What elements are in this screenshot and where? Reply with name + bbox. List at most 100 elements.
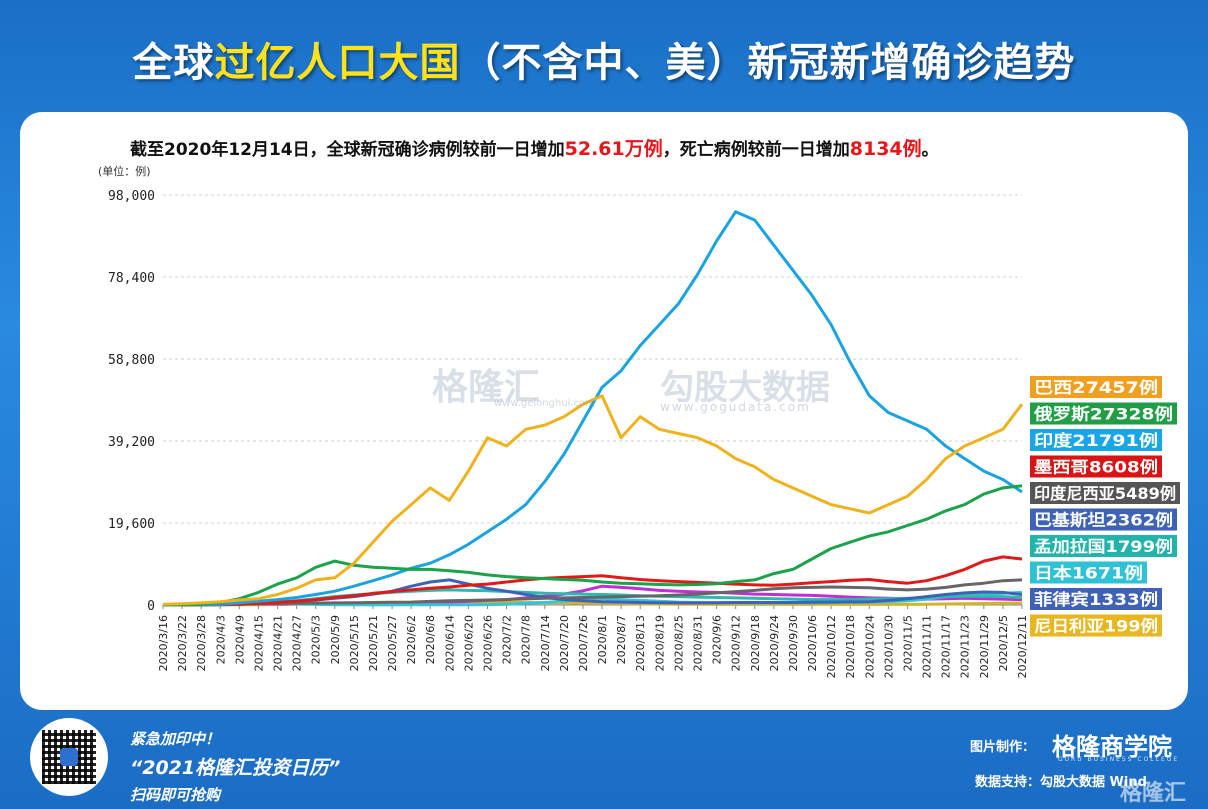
x-tick-label: 2020/11/17	[940, 615, 953, 678]
legend-bg-nigeria	[1030, 614, 1162, 637]
legend-label-brazil: 巴西27457例	[1034, 378, 1158, 397]
legend-label-japan: 日本1671例	[1034, 564, 1143, 583]
qr-logo-icon	[60, 748, 78, 766]
legend-bg-japan	[1030, 561, 1147, 584]
legend-bg-india	[1030, 429, 1162, 451]
title-highlight: 过亿人口大国	[214, 40, 461, 86]
x-tick-label: 2020/5/15	[348, 615, 361, 671]
watermark-gelonghui-url: www.gelonghui.com	[494, 398, 595, 409]
x-tick-label: 2020/10/6	[806, 615, 819, 671]
legend-label-india: 印度21791例	[1034, 431, 1158, 450]
x-tick-label: 2020/8/25	[672, 615, 685, 671]
y-tick-label: 0	[147, 599, 155, 614]
legend-label-bangladesh: 孟加拉国1799例	[1034, 537, 1173, 556]
x-tick-label: 2020/3/22	[176, 615, 189, 671]
series-line-brazil	[162, 394, 1024, 606]
y-tick-label: 78,400	[108, 271, 155, 286]
gelonghui-logo: 格隆汇	[1120, 781, 1187, 806]
summary-suffix: 。	[921, 140, 939, 160]
legend-bg-philippines	[1030, 588, 1162, 610]
x-tick-label: 2020/7/20	[558, 615, 571, 671]
x-tick-label: 2020/4/21	[272, 615, 285, 671]
summary-cases: 52.61万例	[564, 138, 663, 160]
y-tick-label: 58,800	[108, 353, 155, 368]
x-tick-label: 2020/5/9	[329, 615, 342, 664]
x-tick-label: 2020/6/14	[443, 615, 456, 671]
brand-logo: 格隆商学院	[1052, 733, 1172, 761]
legend-label-nigeria: 尼日利亚199例	[1034, 617, 1158, 636]
title-part1: 全球	[132, 40, 215, 86]
series-line-indonesia	[162, 578, 1023, 607]
qr-code[interactable]	[30, 718, 108, 796]
x-tick-label: 2020/9/6	[711, 615, 724, 664]
x-tick-label: 2020/11/5	[901, 615, 914, 671]
x-tick-label: 2020/5/3	[310, 615, 323, 664]
x-tick-label: 2020/9/18	[749, 615, 762, 671]
x-tick-label: 2020/3/28	[195, 615, 208, 671]
watermark-gelonghui: 格隆汇	[432, 367, 541, 408]
x-tick-label: 2020/5/21	[367, 615, 380, 671]
promo-line3: 扫码即可抢购	[130, 786, 221, 804]
legend-label-indonesia: 印度尼西亚5489例	[1034, 484, 1176, 503]
brand-subtitle: GURU BUSINESS COLLEGE	[1058, 756, 1180, 763]
made-by-label: 图片制作：	[970, 740, 1036, 755]
x-tick-label: 2020/4/15	[252, 615, 265, 671]
x-tick-label: 2020/10/24	[863, 615, 876, 678]
x-tick-label: 2020/10/12	[825, 615, 838, 678]
x-tick-label: 2020/7/2	[501, 615, 514, 664]
x-tick-label: 2020/10/30	[882, 615, 895, 678]
x-tick-label: 2020/8/13	[634, 615, 647, 671]
x-tick-label: 2020/7/8	[520, 615, 533, 664]
title-part2: （不含中、美）新冠新增确诊趋势	[460, 40, 1076, 86]
chart-panel	[20, 112, 1188, 710]
promo-text: 紧急加印中！ “2021格隆汇投资日历” 扫码即可抢购	[130, 728, 340, 805]
series-line-india	[162, 210, 1023, 607]
x-tick-label: 2020/9/12	[730, 615, 743, 671]
x-tick-label: 2020/5/27	[386, 615, 399, 671]
x-tick-label: 2020/6/8	[424, 615, 437, 664]
legend-bg-brazil	[1030, 376, 1162, 398]
page-title: 全球过亿人口大国（不含中、美）新冠新增确诊趋势	[0, 30, 1208, 88]
x-tick-label: 2020/8/31	[691, 615, 704, 671]
promo-line1: 紧急加印中！	[130, 730, 221, 748]
x-tick-label: 2020/11/11	[921, 615, 934, 678]
legend-bg-bangladesh	[1030, 535, 1177, 557]
legend-label-philippines: 菲律宾1333例	[1034, 590, 1158, 609]
x-tick-label: 2020/4/27	[291, 615, 304, 671]
watermark-gogudata: 勾股大数据	[660, 368, 830, 408]
x-tick-label: 2020/8/19	[653, 615, 666, 671]
summary-text: 截至2020年12月14日，全球新冠确诊病例较前一日增加52.61万例，死亡病例…	[130, 134, 939, 161]
legend-bg-indonesia	[1030, 482, 1180, 504]
legend-label-pakistan: 巴基斯坦2362例	[1034, 511, 1173, 530]
legend-bg-pakistan	[1030, 508, 1177, 531]
x-tick-label: 2020/6/2	[405, 615, 418, 664]
x-tick-label: 2020/11/29	[978, 615, 991, 678]
summary-middle: ，死亡病例较前一日增加	[662, 140, 850, 160]
unit-label: (单位：例)	[98, 165, 151, 178]
y-tick-label: 39,200	[108, 435, 155, 450]
series-line-russia	[162, 484, 1023, 607]
x-tick-label: 2020/9/30	[787, 615, 800, 671]
x-tick-label: 2020/3/16	[157, 615, 170, 671]
legend-label-mexico: 墨西哥8608例	[1034, 458, 1158, 477]
x-tick-label: 2020/7/26	[577, 615, 590, 671]
data-support-label: 数据支持：勾股大数据 Wind	[975, 775, 1147, 790]
promo-line2: “2021格隆汇投资日历”	[130, 757, 341, 779]
x-tick-label: 2020/8/1	[596, 615, 609, 664]
x-tick-label: 2020/6/20	[462, 615, 475, 671]
legend-label-russia: 俄罗斯27328例	[1033, 405, 1173, 424]
x-tick-label: 2020/11/23	[959, 615, 972, 678]
series-line-mexico	[162, 555, 1023, 607]
legend-bg-russia	[1030, 402, 1177, 425]
legend-bg-mexico	[1030, 455, 1162, 478]
x-tick-label: 2020/7/14	[539, 615, 552, 671]
x-tick-label: 2020/10/18	[844, 615, 857, 678]
x-tick-label: 2020/4/9	[233, 615, 246, 664]
y-tick-label: 98,000	[108, 189, 155, 204]
x-tick-label: 2020/12/11	[1016, 615, 1029, 678]
summary-deaths: 8134例	[849, 138, 922, 160]
watermark-gogudata-url: www.gogudata.com	[660, 400, 811, 414]
x-tick-label: 2020/9/24	[768, 615, 781, 671]
x-tick-label: 2020/12/5	[997, 615, 1010, 671]
